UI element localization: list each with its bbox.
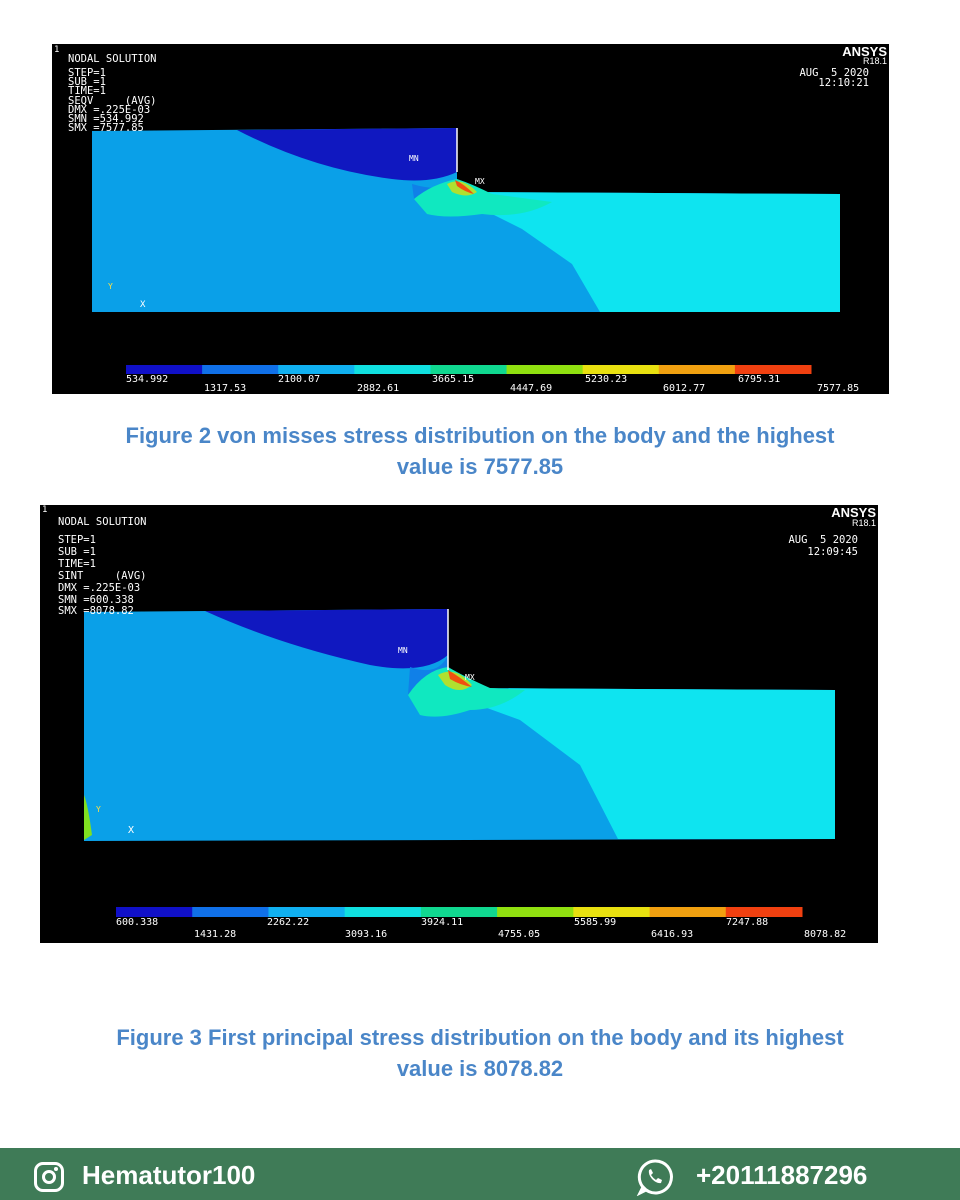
min-stress-region bbox=[237, 128, 457, 181]
notch-stress-region bbox=[414, 179, 552, 217]
legend-tick: 3665.15 bbox=[432, 374, 475, 385]
header-line-2: STEP=1 bbox=[68, 67, 106, 79]
legend-tick: 1317.53 bbox=[204, 383, 247, 394]
plot-time: 12:09:45 bbox=[807, 546, 858, 558]
body-right-region bbox=[457, 192, 840, 312]
caption-line: value is 8078.82 bbox=[396, 1056, 564, 1081]
footer-bar: Hematutor100 +20111887296 bbox=[0, 1148, 960, 1200]
legend-tick: 4755.05 bbox=[498, 929, 541, 940]
header-line-3: SUB =1 bbox=[68, 76, 106, 88]
plot-date: AUG 5 2020 bbox=[799, 67, 869, 79]
caption-line: Figure 2 von misses stress distribution … bbox=[125, 423, 835, 448]
notch-hot-region bbox=[448, 670, 472, 687]
header-line-4: TIME=1 bbox=[68, 85, 106, 97]
body-right-region bbox=[448, 688, 835, 839]
legend-tick: 1431.28 bbox=[194, 929, 237, 940]
ansys-logo: ANSYS bbox=[831, 505, 876, 520]
legend-swatch bbox=[725, 907, 803, 917]
header-line-2: STEP=1 bbox=[58, 534, 96, 546]
legend-swatch bbox=[430, 365, 508, 374]
legend-swatch bbox=[278, 365, 355, 374]
legend-swatch bbox=[649, 907, 727, 917]
header-line-8: SMX =7577.85 bbox=[68, 122, 144, 134]
min-marker: MN bbox=[409, 154, 419, 163]
legend-swatch bbox=[420, 907, 498, 917]
ansys-logo: ANSYS bbox=[842, 44, 887, 59]
header-line-3: SUB =1 bbox=[58, 546, 96, 558]
axis-y-label: Y bbox=[108, 282, 113, 291]
legend-swatch bbox=[268, 907, 346, 917]
legend-tick: 6795.31 bbox=[738, 374, 781, 385]
whatsapp-number[interactable]: +20111887296 bbox=[696, 1160, 868, 1190]
figure-number: 1 bbox=[54, 45, 60, 55]
plot-time: 12:10:21 bbox=[818, 77, 869, 89]
instagram-handle[interactable]: Hematutor100 bbox=[82, 1160, 256, 1190]
legend-swatch bbox=[126, 365, 203, 374]
notch-stress-region bbox=[408, 667, 525, 717]
instagram-icon bbox=[34, 1162, 64, 1192]
caption-line: Figure 3 First principal stress distribu… bbox=[116, 1025, 844, 1050]
figure-3-ansys-plot: 1 NODAL SOLUTION STEP=1 SUB =1 TIME=1 SI… bbox=[40, 505, 878, 943]
legend-tick: 2100.07 bbox=[278, 374, 321, 385]
legend-tick: 3924.11 bbox=[421, 917, 464, 928]
legend-swatch bbox=[734, 365, 812, 374]
legend-swatch bbox=[582, 365, 660, 374]
legend-tick: 5585.99 bbox=[574, 917, 617, 928]
legend-tick: 3093.16 bbox=[345, 929, 388, 940]
von-mises-contour-plot bbox=[92, 128, 840, 374]
legend-swatch bbox=[116, 907, 193, 917]
legend-swatch bbox=[354, 365, 431, 374]
ansys-release: R18.1 bbox=[851, 518, 876, 528]
notch-hot-region bbox=[455, 180, 474, 194]
header-line-7: SMN =534.992 bbox=[68, 113, 144, 125]
legend-tick: 7247.88 bbox=[726, 917, 769, 928]
caption-line: value is 7577.85 bbox=[396, 454, 564, 479]
corner-region bbox=[84, 795, 92, 840]
legend-tick: 5230.23 bbox=[585, 374, 628, 385]
legend-tick: 8078.82 bbox=[804, 929, 847, 940]
whatsapp-icon bbox=[636, 1159, 673, 1196]
legend-swatch bbox=[497, 907, 574, 917]
max-marker: MX bbox=[475, 177, 485, 186]
legend-tick: 534.992 bbox=[126, 374, 169, 385]
legend-tick: 2262.22 bbox=[267, 917, 310, 928]
axis-x-label: X bbox=[140, 300, 146, 310]
header-line-7: SMN =600.338 bbox=[58, 594, 134, 606]
legend-swatch bbox=[658, 365, 736, 374]
legend-swatch bbox=[192, 907, 269, 917]
axis-x-label: X bbox=[128, 825, 135, 836]
legend-tick: 600.338 bbox=[116, 917, 159, 928]
header-line-1: NODAL SOLUTION bbox=[68, 53, 157, 65]
figure-3-caption: Figure 3 First principal stress distribu… bbox=[0, 1022, 960, 1084]
figure-2-caption: Figure 2 von misses stress distribution … bbox=[0, 420, 960, 482]
legend-bar bbox=[126, 365, 812, 374]
header-line-5: SEQV (AVG) bbox=[68, 95, 157, 107]
figure-2-ansys-plot: 1 NODAL SOLUTION STEP=1 SUB =1 TIME=1 SE… bbox=[52, 44, 889, 394]
header-line-5: SINT (AVG) bbox=[58, 570, 147, 582]
header-line-6: DMX =.225E-03 bbox=[58, 582, 141, 594]
plot-date: AUG 5 2020 bbox=[788, 534, 858, 546]
legend-swatch bbox=[202, 365, 279, 374]
legend-swatch bbox=[573, 907, 651, 917]
legend-tick: 2882.61 bbox=[357, 383, 400, 394]
axis-y-label: Y bbox=[96, 805, 101, 814]
header-line-4: TIME=1 bbox=[58, 558, 96, 570]
legend-swatch bbox=[344, 907, 422, 917]
min-marker: MN bbox=[398, 646, 408, 655]
max-marker: MX bbox=[465, 673, 475, 682]
legend-tick: 6416.93 bbox=[651, 929, 694, 940]
legend-bar bbox=[116, 907, 803, 917]
legend-tick: 4447.69 bbox=[510, 383, 553, 394]
min-stress-region bbox=[205, 609, 448, 669]
principal-stress-contour-plot bbox=[84, 609, 835, 917]
header-line-8: SMX =8078.82 bbox=[58, 605, 134, 617]
legend-swatch bbox=[506, 365, 584, 374]
header-line-1: NODAL SOLUTION bbox=[58, 516, 147, 528]
legend-tick: 7577.85 bbox=[817, 383, 860, 394]
figure-number: 1 bbox=[42, 505, 48, 515]
ansys-release: R18.1 bbox=[862, 56, 887, 66]
legend-tick: 6012.77 bbox=[663, 383, 706, 394]
header-line-6: DMX =.225E-03 bbox=[68, 104, 151, 116]
